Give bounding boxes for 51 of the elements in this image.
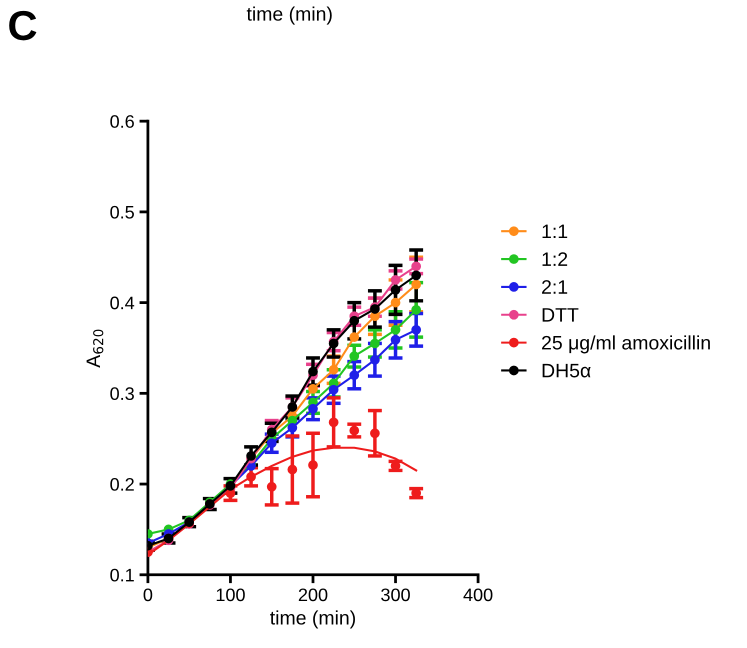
point [411, 324, 422, 335]
point [349, 351, 360, 361]
point [328, 364, 338, 375]
point [246, 451, 256, 461]
point [308, 384, 318, 394]
point [287, 422, 298, 433]
y-tick-label: 0.2 [110, 478, 134, 491]
legend-label: DTT [542, 308, 578, 322]
y-tick-label: 0.5 [110, 206, 134, 219]
point [349, 370, 360, 380]
legend-label: 1:2 [542, 252, 568, 266]
point [390, 298, 400, 308]
point [370, 354, 380, 365]
legend-label: 2:1 [542, 280, 568, 294]
legend-label: 1:1 [542, 224, 568, 238]
text: time (min) [246, 6, 332, 25]
point [287, 464, 298, 474]
x-axis-title: time (min) [270, 610, 355, 628]
point [390, 285, 400, 295]
y-axis-title: A$_{620}$ [86, 330, 104, 368]
text: C [9, 10, 36, 40]
y-tick-label: 0.4 [110, 296, 134, 310]
y-tick-label: 0.1 [110, 568, 134, 582]
x-tick-label: 300 [381, 588, 410, 602]
point [411, 305, 422, 315]
legend-label: 25 μg/ml amoxicillin [542, 335, 710, 354]
point [390, 324, 400, 335]
point [308, 460, 318, 470]
x-tick-label: 100 [216, 588, 245, 602]
y-tick-label: 0.3 [110, 387, 134, 400]
point [349, 426, 360, 436]
point [349, 332, 360, 342]
legend-label: DH5α [542, 364, 591, 378]
point [308, 404, 318, 414]
point [411, 261, 422, 272]
point [266, 482, 277, 492]
point [390, 334, 400, 345]
point [411, 280, 422, 290]
point [370, 428, 380, 438]
point [370, 338, 380, 348]
point [328, 418, 338, 428]
point [266, 438, 277, 448]
point [390, 275, 400, 285]
x-tick-label: 0 [144, 588, 152, 602]
point [411, 270, 422, 280]
x-tick-label: 400 [463, 588, 492, 602]
point [328, 384, 338, 395]
x-tick-label: 200 [298, 588, 328, 602]
point [349, 316, 360, 326]
y-tick-label: 0.6 [110, 115, 134, 128]
point [308, 366, 318, 376]
